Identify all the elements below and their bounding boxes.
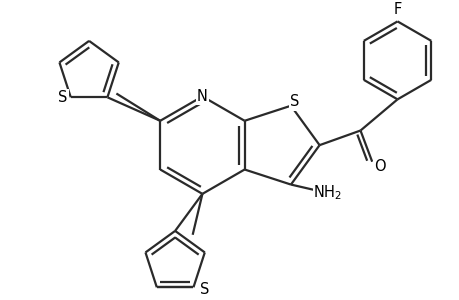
- Text: S: S: [58, 90, 67, 105]
- Text: F: F: [392, 2, 401, 17]
- Text: N: N: [196, 89, 207, 104]
- Text: S: S: [290, 94, 299, 109]
- Text: S: S: [200, 282, 209, 297]
- Text: NH$_2$: NH$_2$: [313, 183, 342, 202]
- Text: O: O: [373, 159, 385, 174]
